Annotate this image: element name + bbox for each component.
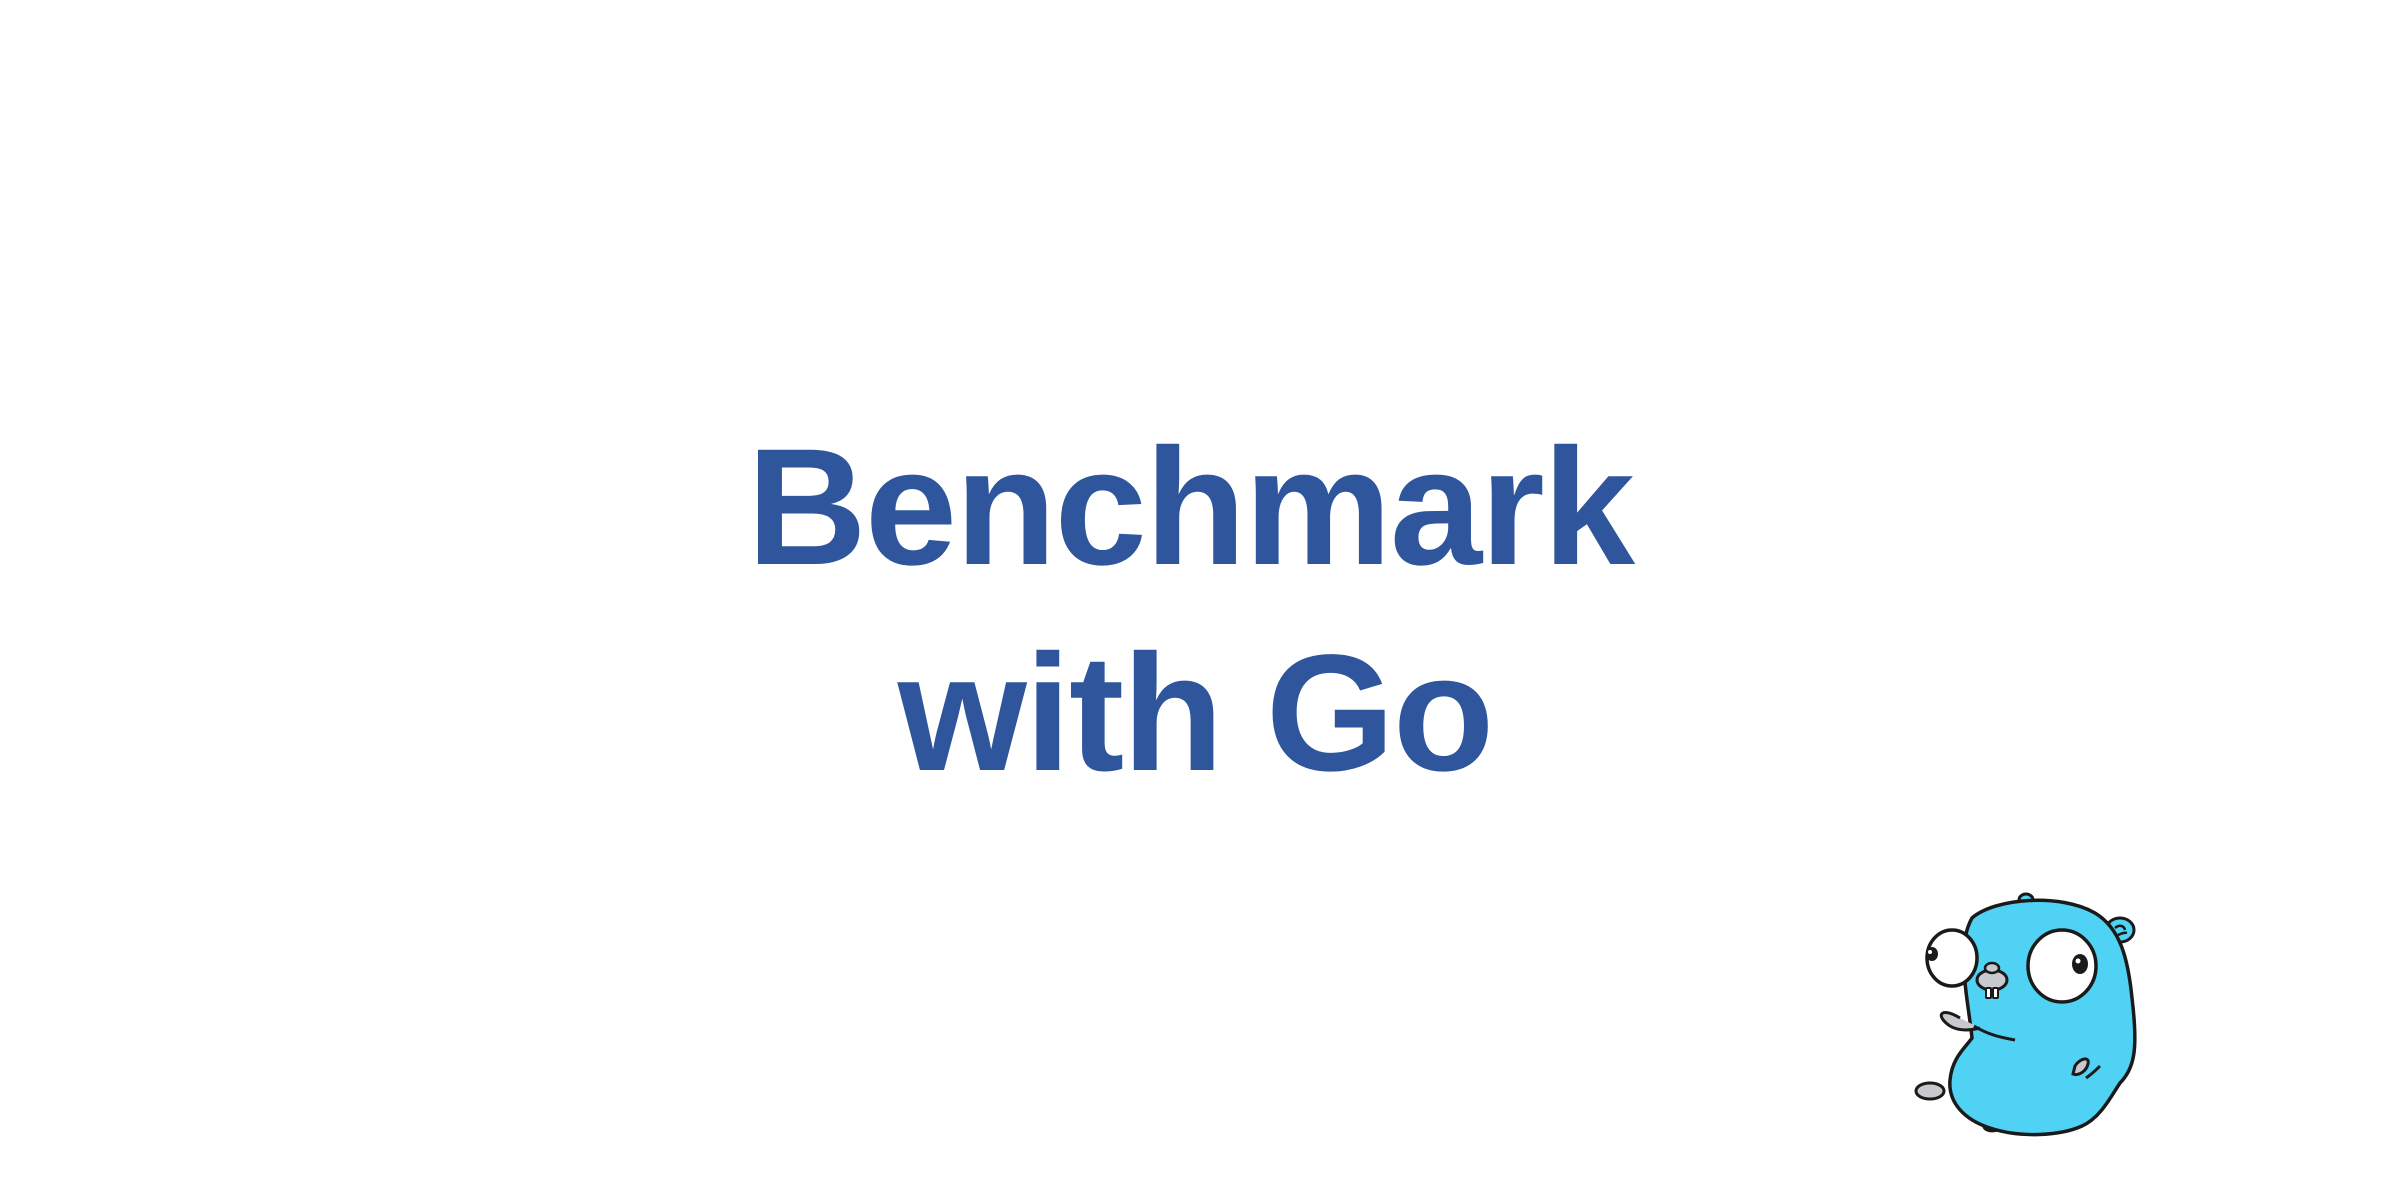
title-line-with-go: with Go	[897, 621, 1495, 806]
go-gopher-icon	[1914, 892, 2137, 1137]
gopher-left-eye	[1925, 928, 1979, 988]
gopher-teeth-left	[1985, 987, 1992, 999]
gopher-left-foot	[1914, 1081, 1946, 1101]
slide-title: Benchmark with Go	[0, 405, 2400, 817]
gopher-right-eye	[2026, 928, 2098, 1004]
title-line-benchmark: Benchmark	[746, 415, 1635, 600]
gopher-arm	[1939, 1011, 1981, 1032]
gopher-nose	[1983, 961, 2001, 975]
gopher-belly-line	[1973, 1024, 2016, 1042]
gopher-teeth-right	[1992, 987, 1999, 999]
gopher-right-hand	[2071, 1057, 2090, 1076]
